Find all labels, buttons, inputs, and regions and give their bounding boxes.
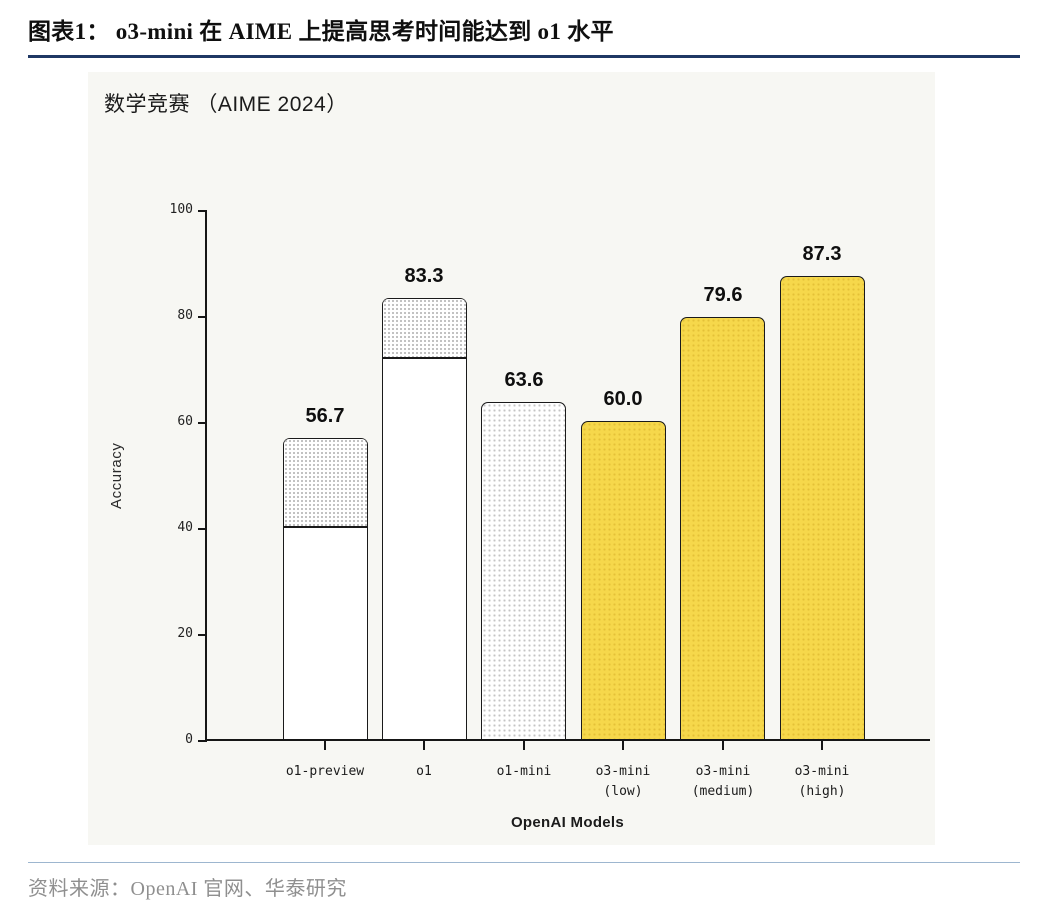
chart-panel: 数学竞赛 （AIME 2024） Accuracy 0 20 40 60 80 100 56… — [88, 72, 935, 845]
bar-o3-mini-low- — [581, 421, 666, 739]
y-axis-tick — [198, 422, 207, 424]
bar-value-label: 60.0 — [603, 388, 643, 410]
footer-divider — [28, 862, 1020, 863]
bar-value-label: 83.3 — [404, 265, 444, 287]
x-axis-tick — [821, 741, 823, 750]
y-tick-label: 80 — [177, 308, 193, 323]
category-label: o1-mini — [496, 764, 552, 779]
y-axis-tick — [198, 528, 207, 530]
category-label: o3-mini (high) — [794, 764, 850, 799]
x-axis-label: OpenAI Models — [510, 814, 625, 831]
y-axis-tick — [198, 210, 207, 212]
bar-dotted-cap — [383, 299, 466, 359]
x-axis-tick — [622, 741, 624, 750]
y-tick-label: 60 — [177, 414, 193, 429]
bar-o1 — [382, 298, 467, 739]
bar-o3-mini-medium- — [680, 317, 765, 739]
x-axis-tick — [722, 741, 724, 750]
category-label: o1 — [416, 764, 432, 779]
bar-value-label: 63.6 — [504, 369, 544, 391]
chart-title: 数学竞赛 （AIME 2024） — [104, 93, 348, 116]
y-tick-label: 20 — [177, 626, 193, 641]
category-label: o3-mini (medium) — [691, 764, 755, 799]
y-axis-tick — [198, 634, 207, 636]
plot-area: 0 20 40 60 80 100 56.7 o1-preview 83.3 o1 63.6 o1-m… — [170, 202, 930, 799]
bar-value-label: 87.3 — [802, 243, 842, 265]
bar-o1-preview — [283, 438, 368, 739]
category-label: o3-mini (low) — [595, 764, 651, 799]
category-label: o1-preview — [285, 764, 365, 779]
bar-dotted-cap — [284, 439, 367, 528]
bar-value-label: 79.6 — [703, 284, 743, 306]
y-axis-tick — [198, 316, 207, 318]
figure-title: 图表1： o3-mini 在 AIME 上提高思考时间能达到 o1 水平 — [28, 12, 1020, 58]
y-tick-label: 100 — [169, 202, 193, 217]
bar-value-label: 56.7 — [305, 405, 345, 427]
y-axis-tick — [198, 740, 207, 742]
x-axis-tick — [324, 741, 326, 750]
bar-o3-mini-high- — [780, 276, 865, 739]
y-tick-label: 40 — [177, 520, 193, 535]
source-note: 资料来源：OpenAI 官网、华泰研究 — [28, 878, 347, 900]
x-axis-tick — [423, 741, 425, 750]
y-axis-label: Accuracy — [108, 442, 125, 510]
y-tick-label: 0 — [185, 732, 193, 747]
x-axis-tick — [523, 741, 525, 750]
bar-o1-mini — [481, 402, 566, 739]
